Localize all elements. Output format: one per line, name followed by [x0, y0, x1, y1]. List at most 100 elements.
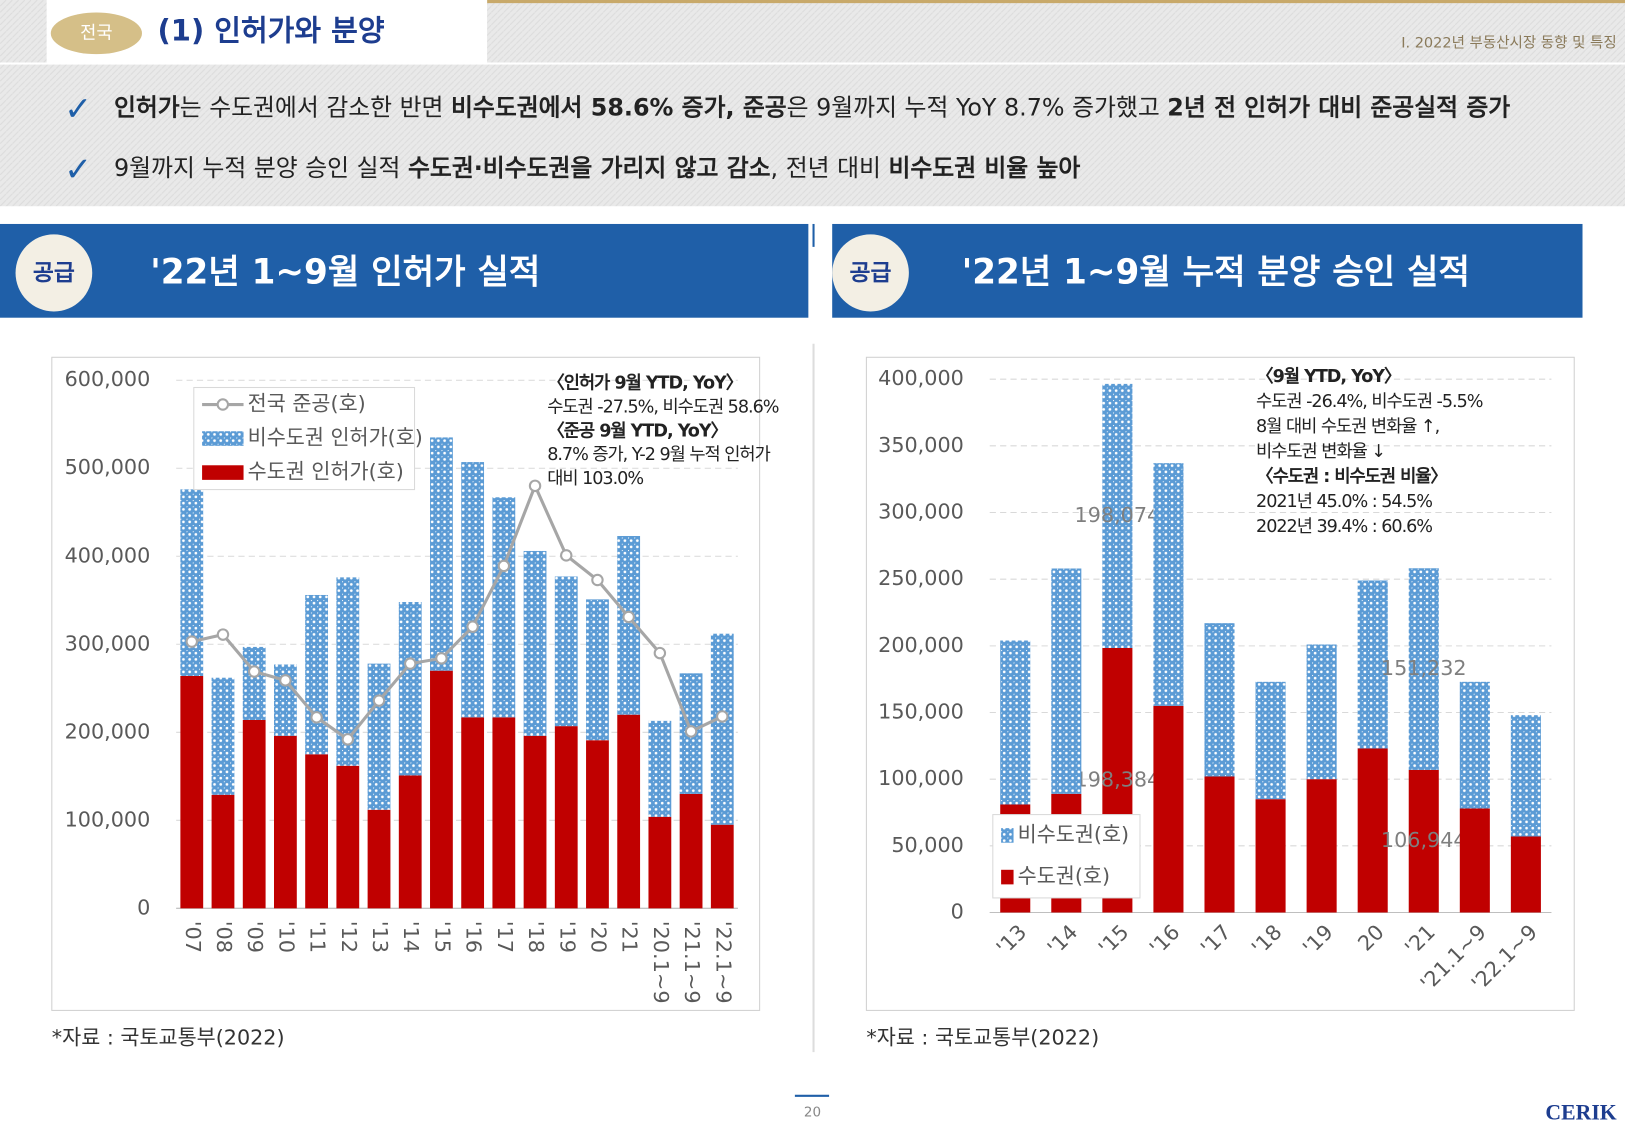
y-tick-label: 300,000 [65, 631, 151, 655]
bar-segment [1000, 640, 1031, 805]
x-tick-label: '18 [524, 921, 548, 953]
line-marker [653, 646, 667, 660]
badge [50, 12, 142, 55]
bar-segment [1408, 568, 1439, 770]
bar-segment [180, 489, 204, 676]
line-marker [716, 710, 729, 723]
bar-segment [1255, 681, 1286, 800]
x-tick-label: '10 [274, 921, 298, 953]
annotation: 2022년 39.4% : 60.6% [1256, 516, 1432, 537]
annotation: 〈수도권 : 비수도권 비율〉 [1256, 466, 1447, 487]
bar-segment [1357, 580, 1388, 749]
y-tick-label: 50,000 [891, 833, 963, 857]
line-marker [560, 549, 573, 562]
bullet-segment: 는 수도권에서 감소한 반면 [180, 93, 451, 121]
x-tick-label: '22.1~9 [711, 921, 735, 1004]
legend-swatch [202, 465, 244, 480]
bar-segment [1204, 776, 1235, 913]
bar-segment [492, 717, 516, 909]
x-tick-label: '08 [212, 921, 236, 953]
annotation: 〈9월 YTD, YoY〉 [1256, 366, 1401, 387]
bar-segment [586, 599, 609, 741]
bar-segment [710, 824, 734, 909]
y-tick-label: 150,000 [878, 699, 964, 723]
bar-segment [554, 576, 578, 727]
check-icon: ✓ [64, 89, 92, 128]
annotation: 〈인허가 9월 YTD, YoY〉 [547, 372, 742, 393]
x-tick-label: '21.1~9 [680, 921, 704, 1004]
legend-label: 수도권(호) [1018, 864, 1110, 888]
line-marker [497, 559, 511, 573]
line-marker [591, 573, 604, 587]
page-number: 20 [804, 1104, 821, 1120]
y-tick-label: 500,000 [65, 455, 151, 479]
annotation: 8월 대비 수도권 변화율 ↑, [1256, 416, 1439, 437]
bar-segment [1459, 808, 1490, 913]
bullet-segment: 비수도권에서 58.6% 증가, 준공 [451, 93, 787, 121]
legend-swatch [216, 398, 230, 411]
x-tick-label: '09 [243, 921, 267, 953]
badge-text: 전국 [80, 22, 112, 43]
y-tick-label: 300,000 [878, 499, 964, 523]
section-label: Ⅰ. 2022년 부동산시장 동향 및 특징 [1401, 35, 1616, 52]
bar-segment [242, 719, 266, 909]
bar-segment [1204, 623, 1235, 777]
panel-title: '22년 1~9월 누적 분양 승인 실적 [962, 252, 1470, 292]
bar-segment [180, 675, 204, 909]
line-marker [216, 628, 230, 641]
bullet-segment: 수도권·비수도권을 가리지 않고 감소 [408, 154, 771, 182]
bar-segment [461, 717, 485, 909]
bar-segment [367, 809, 391, 909]
bar-segment [1408, 769, 1439, 913]
legend-box [992, 814, 1141, 899]
bar-segment [617, 536, 641, 715]
bullet-segment: 2년 전 인허가 대비 준공실적 증가 [1167, 93, 1510, 121]
bullet: 인허가는 수도권에서 감소한 반면 비수도권에서 58.6% 증가, 준공은 9… [114, 93, 1510, 121]
y-tick-label: 250,000 [878, 566, 964, 590]
bar-segment [492, 497, 516, 718]
y-tick-label: 0 [951, 899, 964, 923]
line-marker [372, 694, 386, 707]
bar-segment [336, 577, 360, 766]
line-marker [466, 620, 479, 633]
bullet-segment: 비수도권 비율 높아 [888, 154, 1080, 182]
annotation: 〈준공 9월 YTD, YoY〉 [547, 420, 727, 441]
bar-segment [211, 794, 235, 909]
line-marker [684, 725, 698, 738]
legend-label: 비수도권(호) [1018, 822, 1129, 846]
bar-segment [273, 735, 297, 909]
bar-segment [1510, 715, 1541, 837]
bar-segment [679, 793, 703, 909]
bar-segment [648, 720, 672, 817]
bar-segment [554, 726, 578, 909]
bar-segment [305, 754, 329, 909]
top-rule [487, 0, 1625, 4]
source-note: *자료 : 국토교통부(2022) [866, 1026, 1099, 1050]
annotation: 대비 103.0% [547, 468, 643, 489]
x-tick-label: '12 [337, 921, 361, 953]
bar-segment [710, 633, 734, 825]
bar-segment [1306, 644, 1337, 780]
x-tick-label: '17 [493, 921, 517, 953]
bar-segment [1306, 779, 1337, 913]
panel-header [0, 223, 809, 318]
panel-badge [15, 234, 93, 312]
bar-segment [1102, 383, 1133, 648]
bullet-segment: 9월까지 누적 분양 승인 실적 [114, 154, 408, 182]
bar-segment [461, 462, 485, 718]
data-label: 198,074 [1075, 503, 1161, 527]
bullet-segment: , 전년 대비 [771, 154, 889, 182]
bar-segment [648, 816, 672, 909]
line-marker [528, 479, 542, 493]
y-tick-label: 0 [137, 895, 150, 919]
panel-title: '22년 1~9월 인허가 실적 [150, 252, 540, 292]
data-label: 151,232 [1381, 656, 1467, 680]
legend-swatch [1001, 828, 1014, 843]
x-tick-label: '20.1~9 [649, 921, 673, 1004]
y-tick-label: 600,000 [65, 367, 151, 391]
line-marker [185, 635, 199, 648]
panel-badge-text: 공급 [33, 260, 75, 286]
data-label: 106,944 [1381, 828, 1467, 852]
bar-segment [1459, 681, 1490, 809]
